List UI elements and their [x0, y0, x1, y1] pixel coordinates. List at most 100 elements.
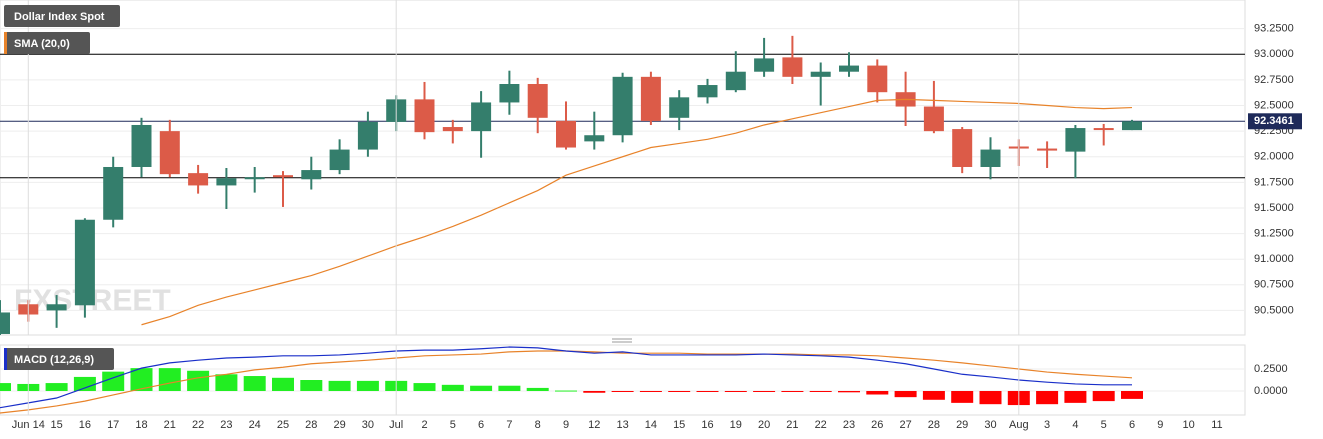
- histogram-bar: [639, 390, 662, 392]
- x-tick-label: 18: [135, 419, 147, 431]
- histogram-bar: [951, 390, 974, 403]
- x-tick-label: 22: [192, 419, 204, 431]
- legend-box: [4, 5, 120, 27]
- x-tick-label: Jul: [389, 419, 403, 431]
- histogram-bar: [187, 370, 210, 391]
- y-tick-label: 90.7500: [1254, 279, 1294, 291]
- y-tick-label: 90.5000: [1254, 304, 1294, 316]
- candle-body: [556, 120, 576, 148]
- x-tick-label: 8: [535, 419, 541, 431]
- x-tick-label: 25: [277, 419, 289, 431]
- histogram-bar: [413, 383, 436, 391]
- histogram-bar: [526, 387, 549, 391]
- candle-body: [1122, 121, 1142, 131]
- x-tick-label: 13: [616, 419, 628, 431]
- x-tick-label: 10: [1182, 419, 1194, 431]
- candle-body: [782, 57, 803, 77]
- candle-body: [74, 219, 95, 306]
- legend-box: [4, 32, 90, 54]
- x-tick-label: 23: [843, 419, 855, 431]
- y-tick-label: 0.2500: [1254, 363, 1288, 375]
- candle-body: [216, 178, 237, 186]
- candle-body: [697, 85, 718, 98]
- candle-body: [301, 170, 322, 180]
- y-tick-label: 91.0000: [1254, 253, 1294, 265]
- candle-body: [499, 84, 520, 103]
- x-tick-label: 21: [164, 419, 176, 431]
- histogram-bar: [73, 376, 96, 391]
- x-tick-label: 5: [450, 419, 456, 431]
- x-tick-label: 30: [362, 419, 374, 431]
- candle-body: [188, 173, 209, 186]
- legend-title: Dollar Index Spot: [14, 11, 105, 23]
- histogram-bar: [328, 380, 351, 391]
- candle-body: [103, 166, 124, 220]
- histogram-bar: [0, 383, 11, 391]
- y-tick-label: 91.2500: [1254, 227, 1294, 239]
- candle-body: [754, 58, 775, 72]
- candle-body: [640, 76, 661, 121]
- x-tick-label: 29: [333, 419, 345, 431]
- x-tick-label: 19: [730, 419, 742, 431]
- x-tick-label: 28: [305, 419, 317, 431]
- x-tick-label: 28: [928, 419, 940, 431]
- candle-body: [810, 71, 831, 77]
- x-tick-label: 5: [1101, 419, 1107, 431]
- histogram-bar: [696, 390, 719, 392]
- candle-body: [612, 76, 633, 136]
- x-tick-label: 3: [1044, 419, 1050, 431]
- x-tick-label: 27: [899, 419, 911, 431]
- histogram-bar: [583, 390, 606, 393]
- candle-body: [329, 149, 350, 171]
- x-tick-label: 23: [220, 419, 232, 431]
- legend-title: MACD (12,26,9): [14, 354, 94, 366]
- histogram-bar: [243, 376, 266, 391]
- x-tick-label: 15: [50, 419, 62, 431]
- histogram-bar: [356, 380, 379, 391]
- legend-box: [4, 348, 114, 370]
- x-tick-label: 6: [1129, 419, 1135, 431]
- candle-body: [1037, 148, 1058, 151]
- x-tick-label: 2: [421, 419, 427, 431]
- histogram-bar: [1092, 390, 1115, 402]
- x-tick-label: 9: [1157, 419, 1163, 431]
- legend: Dollar Index Spot SMA (20,0) MACD (12,26…: [4, 5, 120, 370]
- histogram-bar: [838, 390, 860, 393]
- candle-body: [414, 99, 435, 133]
- histogram-bar: [215, 374, 238, 391]
- histogram-bar: [441, 384, 464, 391]
- x-tick-label: 17: [107, 419, 119, 431]
- candle-body: [46, 304, 67, 311]
- histogram-bar: [272, 377, 294, 391]
- x-tick-label: 6: [478, 419, 484, 431]
- histogram-bar: [724, 390, 747, 392]
- x-tick-label: Aug: [1009, 419, 1029, 431]
- histogram-bar: [555, 390, 577, 392]
- candle-body: [159, 131, 180, 175]
- histogram-bar: [781, 390, 804, 392]
- histogram-bar: [45, 383, 68, 391]
- tag-box: [1248, 113, 1302, 130]
- candle-body: [867, 65, 888, 93]
- histogram-bar: [1121, 390, 1143, 399]
- candle-body: [131, 124, 152, 167]
- legend-swatch: [4, 32, 7, 54]
- histogram-bar: [753, 390, 776, 392]
- last-price-label: 92.3461: [1254, 115, 1294, 127]
- candle-body: [442, 127, 463, 132]
- histogram-bar: [922, 390, 945, 400]
- histogram-bar: [300, 380, 323, 391]
- x-tick-label: 7: [506, 419, 512, 431]
- x-tick-label: 12: [588, 419, 600, 431]
- candle-body: [725, 71, 746, 91]
- x-tick-label: 20: [758, 419, 770, 431]
- last-price-tag: 92.3461: [1248, 113, 1302, 130]
- y-tick-label: 92.5000: [1254, 99, 1294, 111]
- x-tick-label: 9: [563, 419, 569, 431]
- price-panel: [0, 0, 1246, 336]
- macd-line: [0, 346, 1132, 409]
- legend-swatch: [4, 348, 7, 370]
- candle-body: [584, 135, 605, 142]
- histogram-bar: [470, 385, 493, 391]
